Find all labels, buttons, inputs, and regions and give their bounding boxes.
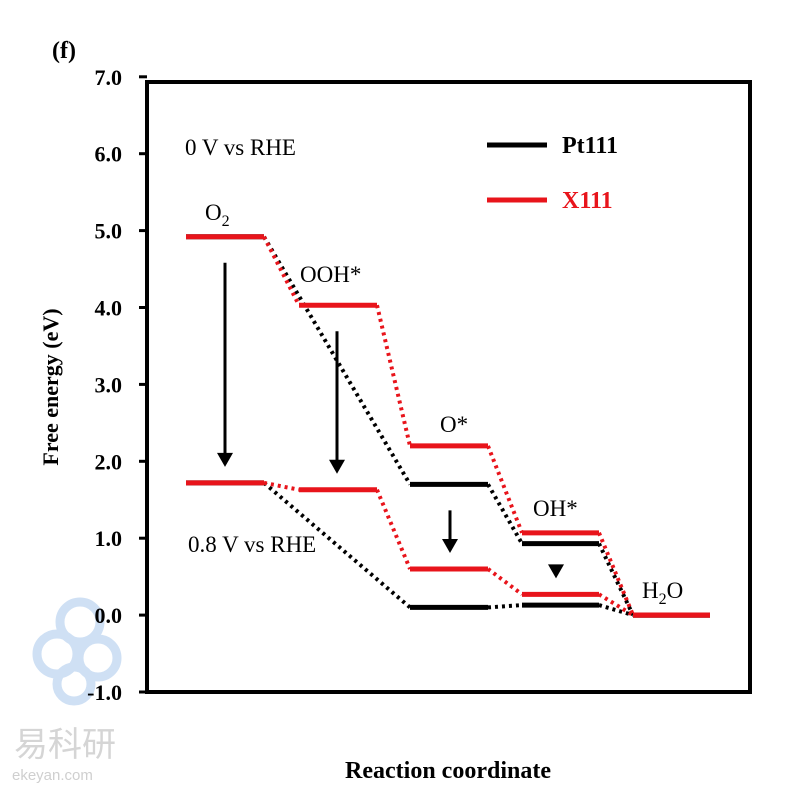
- legend-label-pt111: Pt111: [562, 133, 618, 159]
- x-axis-label: Reaction coordinate: [345, 758, 551, 784]
- y-tick-label: 4.0: [95, 296, 123, 321]
- y-tick-label: -1.0: [87, 680, 122, 705]
- connector-x111-08v: [486, 567, 524, 596]
- connector-pt111-08v: [598, 603, 634, 618]
- step-label-oh: OH*: [533, 496, 578, 521]
- connector-pt111-08v: [487, 603, 523, 610]
- energy-levels: [186, 234, 710, 618]
- y-tick-label: 0.0: [95, 603, 123, 628]
- step-label-o2: O2: [205, 200, 230, 230]
- legend-label-x111: X111: [562, 188, 613, 214]
- watermark-logo-icon: [32, 597, 122, 706]
- arrow-head-icon: [548, 564, 564, 579]
- y-tick-label: 7.0: [95, 65, 123, 90]
- y-tick-label: 2.0: [95, 449, 123, 474]
- legend: Pt111 X111: [487, 133, 618, 214]
- panel-label: (f): [52, 38, 76, 64]
- step-label-ooh: OOH*: [300, 262, 361, 287]
- connector-x111-0v: [597, 532, 635, 616]
- y-tick-label: 5.0: [95, 219, 123, 244]
- arrow-head-icon: [442, 538, 458, 553]
- y-tick-label: 1.0: [95, 526, 123, 551]
- connector-pt111-0v: [597, 542, 635, 616]
- y-tick-label: 6.0: [95, 142, 123, 167]
- arrow-head-icon: [329, 459, 345, 474]
- potential-label-top: 0 V vs RHE: [185, 135, 296, 160]
- y-axis-label: Free energy (eV): [38, 308, 63, 465]
- step-label-h2o: H2O: [642, 578, 683, 608]
- potential-label-bottom: 0.8 V vs RHE: [188, 532, 316, 557]
- y-axis: 7.0 6.0 5.0 4.0 3.0 2.0 1.0 0.0 -1.0: [87, 65, 147, 705]
- connector-pt111-0v: [262, 235, 412, 486]
- connector-x111-08v: [375, 488, 412, 570]
- arrow-head-icon: [217, 452, 233, 467]
- connector-pt111-0v: [486, 483, 524, 545]
- connector-x111-0v: [486, 445, 524, 534]
- connector-x111-0v: [262, 235, 301, 307]
- y-tick-label: 3.0: [95, 372, 123, 397]
- watermark-site: ekeyan.com: [12, 767, 93, 784]
- connector-x111-0v: [375, 304, 412, 447]
- watermark-name: 易科研: [14, 725, 116, 765]
- step-label-o: O*: [440, 412, 468, 437]
- connector-x111-08v: [263, 480, 300, 492]
- plot-frame: [145, 80, 752, 694]
